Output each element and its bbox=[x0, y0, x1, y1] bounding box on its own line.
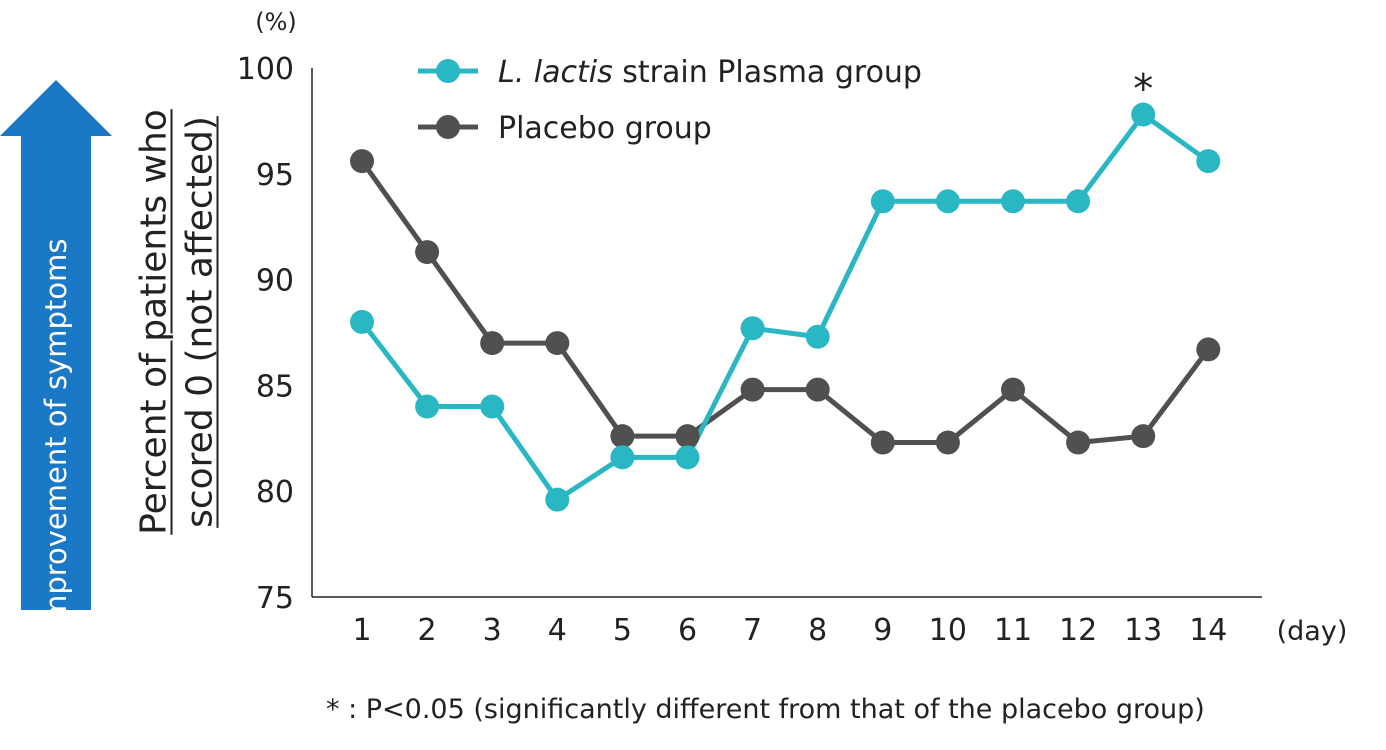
data-point-lactis bbox=[545, 487, 570, 512]
data-point-placebo bbox=[1196, 337, 1221, 362]
x-tick-label: 6 bbox=[678, 613, 697, 648]
x-unit-label: (day) bbox=[1277, 616, 1348, 647]
legend-item-lactis: L. lactis strain Plasma group bbox=[418, 55, 922, 90]
legend-swatch-marker bbox=[436, 59, 460, 83]
data-point-placebo bbox=[480, 331, 505, 356]
data-point-lactis bbox=[610, 445, 635, 470]
data-point-lactis bbox=[350, 309, 374, 334]
data-point-placebo bbox=[545, 331, 570, 356]
annotations: * bbox=[1133, 67, 1153, 113]
data-point-lactis bbox=[675, 445, 700, 470]
data-point-placebo bbox=[740, 377, 765, 402]
data-point-placebo bbox=[610, 424, 635, 449]
legend: L. lactis strain Plasma group Placebo gr… bbox=[418, 55, 922, 146]
x-tick-label: 8 bbox=[808, 613, 827, 648]
x-tick-labels: 1 2 3 4 5 6 7 8 9 10 11 12 13 14 bbox=[352, 613, 1227, 648]
y-tick-label: 95 bbox=[256, 158, 294, 193]
data-point-lactis bbox=[740, 316, 765, 341]
y-tick-label: 80 bbox=[256, 475, 294, 510]
legend-label-italic: L. lactis bbox=[498, 55, 613, 90]
legend-item-placebo: Placebo group bbox=[418, 111, 712, 146]
data-point-lactis bbox=[1196, 149, 1221, 174]
data-point-placebo bbox=[935, 430, 960, 455]
data-point-placebo bbox=[805, 377, 830, 402]
y-tick-label: 75 bbox=[256, 581, 294, 616]
x-tick-label: 4 bbox=[548, 613, 567, 648]
x-tick-label: 3 bbox=[483, 613, 502, 648]
significance-asterisk: * bbox=[1133, 67, 1153, 113]
data-point-placebo bbox=[870, 430, 895, 455]
data-point-placebo bbox=[415, 240, 440, 265]
y-tick-label: 90 bbox=[256, 264, 294, 299]
data-point-lactis bbox=[415, 394, 440, 419]
axes: (%) (day) bbox=[255, 8, 1347, 647]
x-tick-label: 5 bbox=[613, 613, 632, 648]
data-point-lactis bbox=[1066, 189, 1091, 214]
footnote: * : P<0.05 (significantly different from… bbox=[326, 694, 1205, 725]
legend-label-lactis: L. lactis strain Plasma group bbox=[498, 55, 922, 90]
y-tick-labels: 75 80 85 90 95 100 bbox=[237, 52, 294, 616]
x-tick-label: 9 bbox=[873, 613, 892, 648]
data-point-lactis bbox=[480, 394, 505, 419]
x-tick-label: 1 bbox=[352, 613, 371, 648]
x-tick-label: 14 bbox=[1189, 613, 1227, 648]
up-arrow-icon bbox=[0, 80, 112, 610]
data-point-lactis bbox=[870, 189, 895, 214]
data-point-placebo bbox=[350, 149, 374, 174]
data-point-lactis bbox=[1001, 189, 1025, 214]
y-tick-label: 85 bbox=[256, 369, 294, 404]
y-tick-label: 100 bbox=[237, 52, 294, 87]
data-point-lactis bbox=[935, 189, 960, 214]
data-point-lactis bbox=[805, 324, 830, 349]
improvement-arrow: Improvement of symptoms bbox=[0, 80, 112, 631]
data-point-placebo bbox=[1001, 377, 1025, 402]
data-point-placebo bbox=[1131, 424, 1156, 449]
series-points bbox=[350, 102, 1221, 512]
x-tick-label: 12 bbox=[1059, 613, 1097, 648]
x-tick-label: 13 bbox=[1124, 613, 1162, 648]
legend-label-placebo: Placebo group bbox=[498, 111, 712, 146]
data-point-placebo bbox=[675, 424, 700, 449]
y-unit-label: (%) bbox=[255, 8, 297, 36]
legend-swatch-marker bbox=[436, 115, 460, 139]
x-tick-label: 2 bbox=[418, 613, 437, 648]
data-point-lactis bbox=[1131, 102, 1156, 127]
legend-label-rest: strain Plasma group bbox=[613, 55, 922, 90]
data-point-placebo bbox=[1066, 430, 1091, 455]
x-tick-label: 10 bbox=[929, 613, 967, 648]
x-tick-label: 11 bbox=[994, 613, 1032, 648]
x-tick-label: 7 bbox=[743, 613, 762, 648]
